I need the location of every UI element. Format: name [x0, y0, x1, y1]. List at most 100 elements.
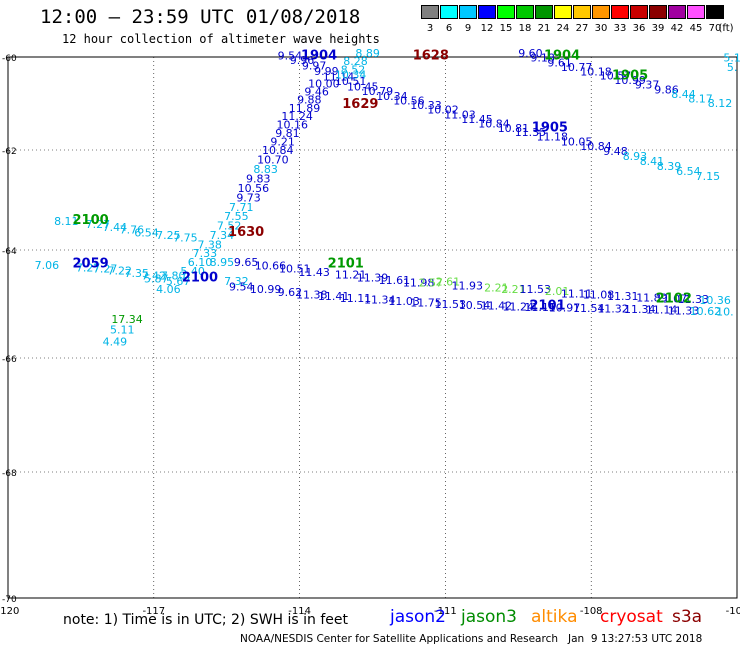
sat-label-cryosat: cryosat — [600, 607, 663, 627]
wave-height-label: 2.61 — [436, 276, 461, 289]
wave-height-label: 2.01 — [545, 285, 570, 298]
wave-height-label: 6.10 — [188, 256, 213, 269]
color-swatch-30 — [592, 5, 610, 19]
wave-height-label: 11.89 — [636, 291, 668, 304]
wave-height-label: 10.45 — [347, 80, 379, 93]
wave-height-label: 5.87 — [144, 272, 169, 285]
wave-height-label: 10.56 — [393, 94, 425, 107]
wave-height-label: 5.1 — [723, 52, 740, 65]
wave-height-label: 11.98 — [403, 277, 435, 290]
wave-height-label: 10.77 — [561, 61, 593, 74]
wave-height-label: 7.80 — [161, 270, 186, 283]
wave-height-label: 8.89 — [355, 47, 380, 60]
wave-height-label: 10.84 — [580, 140, 612, 153]
wave-height-label: 8.17 — [688, 93, 713, 106]
color-swatch-18 — [516, 5, 534, 19]
color-scale-label: 3 — [426, 23, 434, 34]
wave-height-label: 11.43 — [298, 266, 330, 279]
wave-height-label: 9.97 — [302, 60, 327, 73]
wave-height-label: 9.83 — [246, 173, 271, 186]
wave-height-label: 8.41 — [640, 155, 665, 168]
x-tick-label: -108 — [580, 606, 603, 617]
wave-height-label: 11.53 — [520, 283, 552, 296]
sat-label-s3a: s3a — [672, 607, 703, 627]
color-swatch-36 — [630, 5, 648, 19]
wave-height-label: 10.84 — [262, 144, 294, 157]
wave-height-label: 7.71 — [229, 201, 254, 214]
pass-time-label: 2102 — [656, 291, 692, 306]
sat-label-altika: altika — [531, 607, 578, 627]
wave-height-label: 11.11 — [340, 292, 372, 305]
wave-height-label: 9.81 — [275, 127, 300, 140]
sat-label-jason2: jason2 — [390, 607, 446, 627]
wave-height-label: 10.51 — [279, 263, 311, 276]
wave-height-label: 10.54 — [459, 299, 491, 312]
wave-height-label: 10.84 — [478, 118, 510, 131]
chart-subtitle: 12 hour collection of altimeter wave hei… — [62, 32, 380, 46]
wave-height-label: 9.62 — [278, 286, 303, 299]
y-tick-label: -66 — [2, 355, 17, 365]
color-scale-label: 9 — [464, 23, 472, 34]
wave-height-label: 6.54 — [676, 165, 701, 178]
color-swatch-9 — [459, 5, 477, 19]
wave-height-label: 10.16 — [277, 119, 309, 132]
wave-height-label: 8.28 — [343, 55, 368, 68]
wave-height-label: 8.52 — [341, 63, 366, 76]
wave-height-label: 11.15 — [524, 301, 556, 314]
wave-height-label: 11.24 — [281, 110, 313, 123]
color-scale-label: 45 — [689, 23, 703, 34]
wave-height-label: 2.21 — [484, 282, 509, 295]
wave-height-label: 11.35 — [515, 126, 547, 139]
wave-height-label: 11.45 — [461, 113, 493, 126]
wave-height-label: 11.53 — [435, 298, 467, 311]
wave-height-label: 11.34 — [624, 303, 656, 316]
wave-height-label: 7.76 — [120, 224, 145, 237]
wave-height-label: 9.73 — [236, 192, 261, 205]
wave-height-label: 9.54 — [229, 281, 254, 294]
color-scale-label: 15 — [499, 23, 513, 34]
plot-frame — [7, 56, 738, 599]
wave-height-label: 9.48 — [603, 145, 628, 158]
color-swatch-45 — [687, 5, 705, 19]
wave-height-label: 2.57 — [419, 277, 444, 290]
wave-height-label: 7.34 — [210, 229, 235, 242]
wave-height-label: 11.03 — [444, 108, 476, 121]
wave-height-label: 10.02 — [427, 104, 459, 117]
wave-height-label: 8.12 — [708, 97, 733, 110]
wave-height-label: 11.93 — [452, 279, 484, 292]
y-tick-label: -60 — [2, 54, 17, 64]
wave-height-label: 10.79 — [362, 85, 394, 98]
wave-height-label: 10.57 — [600, 69, 632, 82]
wave-height-label: 7.75 — [173, 232, 198, 245]
wave-height-label: 11.33 — [668, 304, 700, 317]
pass-time-label: 1629 — [342, 97, 378, 112]
wave-height-label: 7.38 — [197, 239, 222, 252]
wave-height-label: 10.56 — [238, 182, 270, 195]
wave-height-label: 9.60 — [518, 47, 543, 60]
color-scale-label: 36 — [632, 23, 646, 34]
wave-height-label: 11.41 — [318, 290, 350, 303]
wave-height-label: 9.54 — [278, 49, 303, 62]
wave-height-label: 5.67 — [166, 275, 191, 288]
wave-height-label: 7.06 — [35, 259, 60, 272]
color-scale-label: 21 — [537, 23, 551, 34]
wave-height-label: 11.39 — [357, 271, 389, 284]
wave-height-label: 10.70 — [257, 154, 289, 167]
pass-time-label: 2100 — [73, 213, 109, 228]
wave-height-label: 7.52 — [217, 220, 242, 233]
x-tick-label: -114 — [288, 606, 311, 617]
wave-height-label: 11.14 — [323, 70, 355, 83]
wave-height-label: 5.11 — [110, 324, 135, 337]
color-swatch-21 — [535, 5, 553, 19]
wave-height-label: 9.88 — [297, 94, 322, 107]
wave-height-label: 9.46 — [304, 86, 329, 99]
wave-height-label: 10.33 — [410, 99, 442, 112]
wave-height-label: 11.75 — [410, 297, 442, 310]
pass-time-label: 1905 — [612, 68, 648, 83]
color-scale-label: 27 — [575, 23, 589, 34]
wave-height-label: 7.25 — [156, 229, 181, 242]
y-tick-label: -70 — [2, 595, 17, 605]
wave-height-label: 11.18 — [537, 131, 569, 144]
wave-height-label: 5. — [727, 61, 738, 74]
